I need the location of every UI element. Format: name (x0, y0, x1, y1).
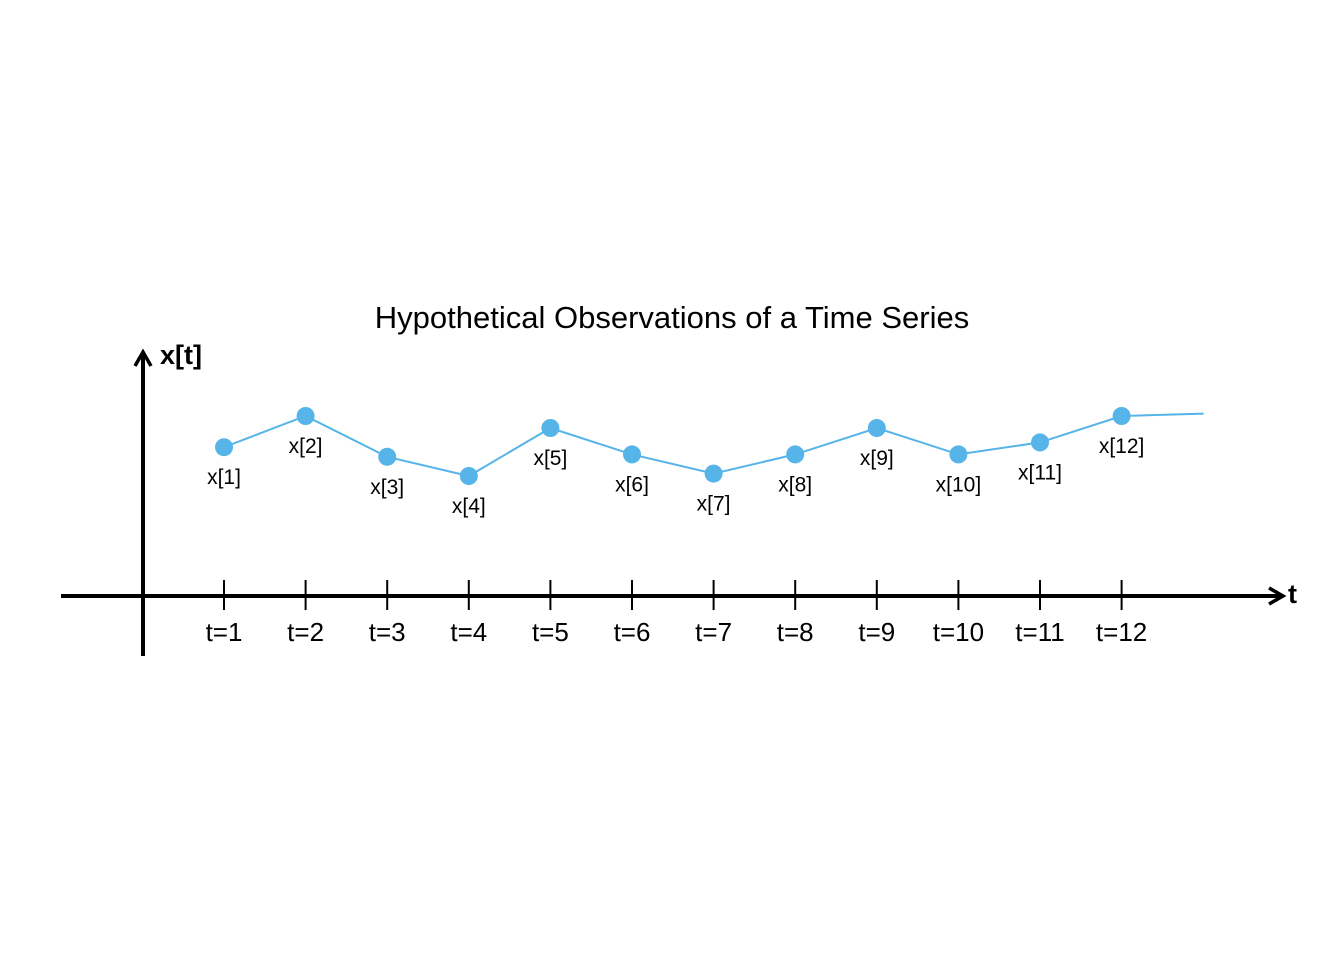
x-tick-label-9: t=9 (858, 617, 895, 647)
data-point-7 (704, 464, 723, 483)
data-point-1 (215, 438, 233, 457)
x-axis-ticks (223, 580, 1123, 610)
x-tick-label-12: t=12 (1096, 617, 1147, 647)
x-tick-label-7: t=7 (695, 617, 732, 647)
y-axis-label: x[t] (160, 340, 202, 370)
data-point-6 (623, 445, 641, 464)
data-label-12: x[12] (1099, 435, 1145, 458)
data-point-5 (541, 419, 560, 437)
x-tick-label-5: t=5 (532, 617, 569, 647)
data-point-10 (949, 445, 968, 464)
data-label-11: x[11] (1018, 461, 1062, 484)
x-tick-label-10: t=10 (933, 617, 984, 647)
data-label-2: x[2] (289, 435, 323, 458)
data-label-4: x[4] (452, 495, 486, 518)
data-point-11 (1031, 433, 1049, 452)
x-tick-label-4: t=4 (450, 617, 487, 647)
point-labels: x[1] x[2] x[3] x[4] x[5] x[6] x[7] x[8] x[9] x[10… (207, 435, 1144, 518)
data-point-3 (378, 447, 397, 466)
data-label-10: x[10] (936, 473, 982, 496)
data-point-8 (786, 445, 805, 464)
chart-title: Hypothetical Observations of a Time Seri… (375, 300, 969, 335)
data-point-12 (1112, 407, 1131, 425)
data-label-3: x[3] (370, 476, 404, 499)
x-tick-label-11: t=11 (1015, 617, 1064, 647)
data-label-8: x[8] (778, 473, 812, 496)
data-label-5: x[5] (533, 447, 567, 470)
data-point-4 (459, 467, 478, 485)
x-tick-label-6: t=6 (614, 617, 651, 647)
x-axis-label: t (1288, 579, 1297, 609)
data-point-9 (867, 419, 886, 437)
x-tick-label-2: t=2 (287, 617, 324, 647)
data-label-6: x[6] (615, 473, 649, 496)
data-point-2 (296, 407, 315, 425)
series-layer (215, 407, 1204, 485)
data-label-1: x[1] (207, 466, 241, 489)
x-axis-tick-labels: t=1 t=2 t=3 t=4 t=5 t=6 t=7 t=8 t=9 t=10 t=11 t=12 (206, 617, 1148, 647)
x-tick-label-1: t=1 (206, 617, 243, 647)
data-label-7: x[7] (697, 493, 731, 516)
x-tick-label-3: t=3 (369, 617, 406, 647)
data-label-9: x[9] (860, 447, 894, 470)
x-tick-label-8: t=8 (777, 617, 814, 647)
